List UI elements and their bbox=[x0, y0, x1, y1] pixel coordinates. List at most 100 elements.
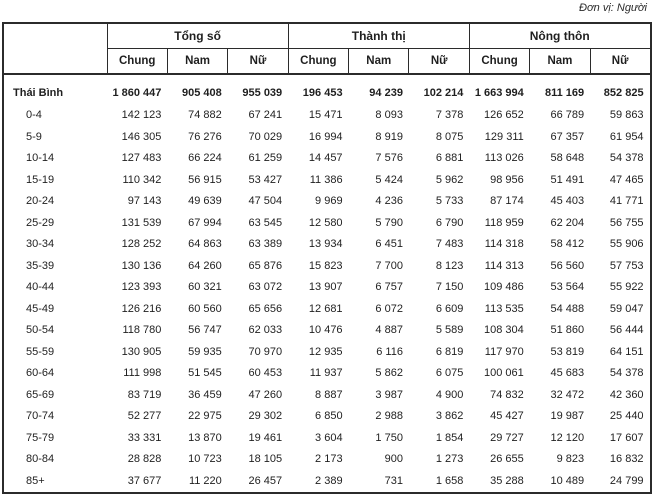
value-cell: 58 412 bbox=[550, 238, 585, 250]
table-body: Thái Bình 1 860 447 905 408 955 039 196 … bbox=[3, 74, 651, 493]
value-cell: 12 580 bbox=[308, 216, 343, 229]
value-cell: 126 652 bbox=[483, 109, 524, 121]
sub-header-chung: Chung bbox=[287, 48, 350, 75]
sub-header-nam: Nam bbox=[166, 48, 229, 75]
value-cell: 6 075 bbox=[435, 367, 464, 379]
value-cell: 51 860 bbox=[550, 324, 585, 336]
value-cell: 1 750 bbox=[375, 431, 403, 444]
value-cell: 11 937 bbox=[309, 367, 343, 379]
value-cell: 100 061 bbox=[483, 367, 524, 379]
row-label: 15-19 bbox=[26, 173, 55, 186]
value-cell: 110 342 bbox=[122, 173, 162, 186]
value-cell: 62 033 bbox=[248, 324, 283, 336]
value-cell: 76 276 bbox=[188, 130, 222, 143]
value-cell: 32 472 bbox=[550, 388, 585, 401]
value-cell: 108 304 bbox=[483, 324, 524, 336]
value-cell: 7 576 bbox=[375, 152, 403, 164]
value-cell: 33 331 bbox=[127, 431, 162, 444]
value-cell: 6 072 bbox=[375, 302, 403, 315]
value-cell: 3 987 bbox=[375, 388, 403, 401]
value-cell: 13 907 bbox=[308, 281, 343, 293]
value-cell: 60 560 bbox=[188, 302, 222, 315]
value-cell: 55 906 bbox=[609, 238, 644, 250]
value-cell: 15 823 bbox=[308, 259, 343, 272]
value-cell: 45 683 bbox=[550, 367, 585, 379]
value-cell: 8 123 bbox=[435, 259, 464, 272]
value-cell: 17 607 bbox=[609, 431, 644, 444]
value-cell: 47 260 bbox=[248, 388, 283, 401]
value-cell: 54 378 bbox=[609, 367, 644, 379]
table-row: 5-9 146 305 76 276 70 029 16 994 8 919 8… bbox=[3, 127, 651, 149]
value-cell: 8 093 bbox=[375, 109, 403, 121]
value-cell: 1 658 bbox=[435, 474, 464, 487]
value-cell: 5 424 bbox=[375, 173, 403, 186]
value-cell: 6 116 bbox=[376, 345, 403, 358]
value-cell: 56 755 bbox=[609, 216, 644, 229]
sub-header-chung: Chung bbox=[468, 48, 531, 75]
value-cell: 196 453 bbox=[302, 87, 343, 100]
value-cell: 58 648 bbox=[550, 152, 585, 164]
value-cell: 67 994 bbox=[188, 216, 222, 229]
value-cell: 9 969 bbox=[315, 195, 343, 207]
value-cell: 1 860 447 bbox=[112, 87, 162, 100]
value-cell: 83 719 bbox=[127, 388, 162, 401]
table-row: 75-79 33 331 13 870 19 461 3 604 1 750 1… bbox=[3, 428, 651, 450]
value-cell: 53 427 bbox=[248, 173, 283, 186]
value-cell: 37 677 bbox=[127, 474, 162, 487]
sub-header-nam: Nam bbox=[529, 48, 591, 75]
value-cell: 16 994 bbox=[308, 130, 343, 143]
table-row: 65-69 83 719 36 459 47 260 8 887 3 987 4… bbox=[3, 385, 651, 407]
row-label: 30-34 bbox=[26, 238, 55, 250]
value-cell: 123 393 bbox=[121, 281, 162, 293]
value-cell: 6 451 bbox=[375, 238, 403, 250]
value-cell: 56 560 bbox=[550, 259, 585, 272]
table-row: 55-59 130 905 59 935 70 970 12 935 6 116… bbox=[3, 342, 651, 364]
value-cell: 13 934 bbox=[308, 238, 343, 250]
value-cell: 66 224 bbox=[188, 152, 222, 164]
value-cell: 63 072 bbox=[248, 281, 283, 293]
value-cell: 87 174 bbox=[490, 195, 524, 207]
value-cell: 97 143 bbox=[127, 195, 162, 207]
value-cell: 70 970 bbox=[248, 345, 283, 358]
value-cell: 811 169 bbox=[544, 87, 585, 100]
value-cell: 67 357 bbox=[550, 130, 585, 143]
value-cell: 109 486 bbox=[483, 281, 524, 293]
value-cell: 53 564 bbox=[550, 281, 585, 293]
value-cell: 18 105 bbox=[248, 453, 283, 465]
value-cell: 2 173 bbox=[315, 453, 343, 465]
value-cell: 113 026 bbox=[484, 152, 524, 164]
group-header-row: Tổng số Thành thị Nông thôn bbox=[2, 22, 652, 75]
value-cell: 126 216 bbox=[121, 302, 162, 315]
value-cell: 4 887 bbox=[375, 324, 403, 336]
value-cell: 98 956 bbox=[490, 173, 524, 186]
value-cell: 7 150 bbox=[435, 281, 464, 293]
value-cell: 25 440 bbox=[609, 410, 644, 422]
table-row: 45-49 126 216 60 560 65 656 12 681 6 072… bbox=[3, 299, 651, 321]
value-cell: 905 408 bbox=[182, 87, 222, 100]
value-cell: 12 935 bbox=[308, 345, 343, 358]
value-cell: 59 863 bbox=[609, 109, 644, 121]
row-label: Thái Bình bbox=[13, 87, 64, 100]
row-label: 65-69 bbox=[26, 388, 55, 401]
value-cell: 2 988 bbox=[375, 410, 403, 422]
row-label: 5-9 bbox=[26, 130, 42, 143]
value-cell: 7 378 bbox=[435, 109, 464, 121]
value-cell: 102 214 bbox=[423, 87, 464, 100]
value-cell: 1 854 bbox=[435, 431, 464, 444]
value-cell: 6 757 bbox=[375, 281, 403, 293]
value-cell: 70 029 bbox=[248, 130, 283, 143]
value-cell: 4 236 bbox=[375, 195, 403, 207]
value-cell: 64 151 bbox=[609, 345, 644, 358]
value-cell: 64 863 bbox=[188, 238, 222, 250]
value-cell: 36 459 bbox=[188, 388, 222, 401]
value-cell: 59 935 bbox=[188, 345, 222, 358]
table-row: 20-24 97 143 49 639 47 504 9 969 4 236 5… bbox=[3, 191, 651, 213]
value-cell: 114 313 bbox=[484, 259, 524, 272]
value-cell: 6 790 bbox=[435, 216, 464, 229]
value-cell: 60 321 bbox=[188, 281, 222, 293]
value-cell: 26 457 bbox=[248, 474, 283, 487]
value-cell: 6 850 bbox=[315, 410, 343, 422]
sub-header-row: Chung Nam Nữ Chung Nam Nữ Chung Nam Nữ bbox=[3, 48, 652, 75]
table-row: 30-34 128 252 64 863 63 389 13 934 6 451… bbox=[3, 234, 651, 256]
value-cell: 1 273 bbox=[435, 453, 464, 465]
